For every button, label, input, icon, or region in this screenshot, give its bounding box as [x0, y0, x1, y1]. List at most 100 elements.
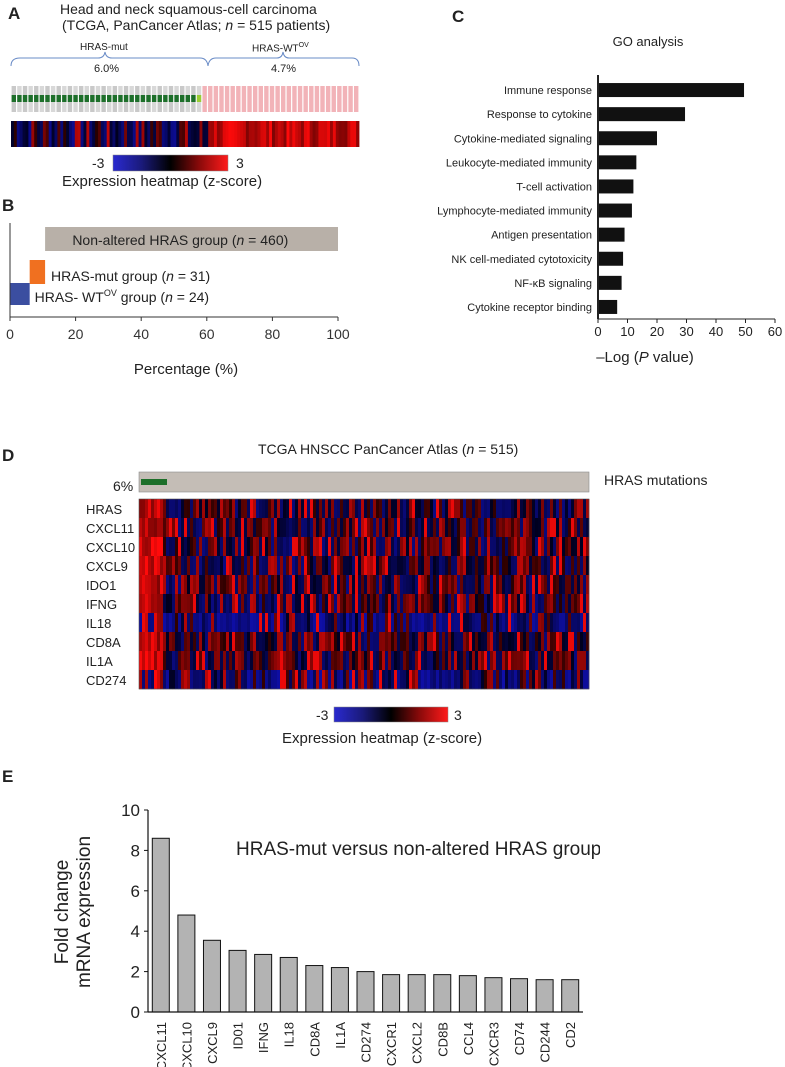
x-tick-label: 80	[265, 326, 281, 342]
heatmap-cell	[547, 613, 551, 633]
heatmap-cell	[418, 575, 422, 595]
heatmap-cell	[568, 537, 572, 557]
heatmap-cell	[193, 651, 197, 671]
heatmap-cell	[268, 670, 272, 690]
bar-2	[29, 260, 46, 284]
heatmap-cell	[220, 499, 224, 519]
heatmap-cell	[451, 632, 455, 652]
heatmap-cell	[520, 613, 524, 633]
heatmap-cell	[550, 537, 554, 557]
heatmap-cell	[385, 613, 389, 633]
heatmap-cell	[229, 613, 233, 633]
heatmap-cell	[202, 499, 206, 519]
heatmap-cell	[529, 632, 533, 652]
heatmap-cell	[556, 651, 560, 671]
heatmap-cell	[466, 670, 470, 690]
heatmap-cell	[145, 613, 149, 633]
heatmap-cell	[250, 651, 254, 671]
heatmap-cell	[129, 121, 134, 147]
heatmap-cell	[583, 575, 587, 595]
heatmap-cell	[520, 575, 524, 595]
heatmap-cell	[325, 670, 329, 690]
heatmap-cell	[469, 518, 473, 538]
heatmap-cell	[244, 518, 248, 538]
heatmap-cell	[304, 575, 308, 595]
heatmap-cell	[220, 556, 224, 576]
heatmap-cell	[538, 594, 542, 614]
heatmap-cell	[190, 613, 194, 633]
oncoprint-mutation-mark	[196, 95, 202, 102]
heatmap-cell	[406, 613, 410, 633]
heatmap-cell	[493, 518, 497, 538]
heatmap-cell	[427, 518, 431, 538]
heatmap-cell	[193, 594, 197, 614]
heatmap-cell	[286, 651, 290, 671]
heatmap-cell	[253, 499, 257, 519]
heatmap-cell	[211, 556, 215, 576]
heatmap-cell	[199, 121, 203, 147]
heatmap-cell	[286, 499, 290, 519]
heatmap-cell	[541, 518, 545, 538]
panel-label-e: E	[2, 767, 14, 786]
heatmap-cell	[574, 556, 578, 576]
oncoprint-mutation-mark	[174, 95, 179, 102]
heatmap-cell	[514, 594, 518, 614]
heatmap-cell	[205, 518, 209, 538]
heatmap-cell	[148, 499, 152, 519]
heatmap-cell	[424, 632, 428, 652]
bar	[561, 979, 580, 1013]
heatmap-cell	[361, 575, 365, 595]
heatmap-cell	[385, 575, 389, 595]
heatmap-cell	[511, 651, 515, 671]
heatmap-cell	[403, 613, 407, 633]
heatmap-cell	[86, 121, 90, 147]
heatmap-cell	[364, 556, 368, 576]
heatmap-cell	[406, 499, 410, 519]
heatmap-cell	[283, 518, 287, 538]
heatmap-cell	[54, 121, 58, 147]
heatmap-cell	[313, 632, 317, 652]
heatmap-cell	[205, 499, 209, 519]
oncoprint-mutation-mark	[129, 95, 134, 102]
heatmap-cell	[469, 537, 473, 557]
heatmap-cell	[532, 651, 536, 671]
heatmap-cell	[199, 613, 203, 633]
heatmap-cell	[244, 537, 248, 557]
heatmap-cell	[319, 632, 323, 652]
heatmap-cell	[250, 613, 254, 633]
heatmap-cell	[193, 575, 197, 595]
category-label: Cytokine receptor binding	[467, 302, 592, 314]
heatmap-cell	[469, 613, 473, 633]
heatmap-cell	[391, 613, 395, 633]
heatmap-cell	[571, 670, 575, 690]
heatmap-cell	[74, 121, 79, 147]
heatmap-cell	[475, 670, 479, 690]
heatmap-cell	[469, 632, 473, 652]
heatmap-cell	[511, 613, 515, 633]
heatmap-cell	[343, 499, 347, 519]
heatmap-cell	[400, 670, 404, 690]
oncoprint-sample	[202, 86, 207, 112]
heatmap-cell	[448, 613, 452, 633]
heatmap-cell	[304, 537, 308, 557]
heatmap-cell	[547, 537, 551, 557]
heatmap-cell	[409, 518, 413, 538]
heatmap-cell	[202, 556, 206, 576]
heatmap-cell	[370, 670, 374, 690]
heatmap-cell	[358, 499, 362, 519]
heatmap-cell	[532, 499, 536, 519]
heatmap-cell	[316, 632, 320, 652]
heatmap-cell	[256, 632, 260, 652]
heatmap-cell	[373, 632, 377, 652]
heatmap-cell	[481, 670, 485, 690]
heatmap-cell	[385, 556, 389, 576]
oncoprint-mutation-mark	[163, 95, 168, 102]
heatmap-cell	[151, 651, 155, 671]
heatmap-cell	[487, 556, 491, 576]
heatmap-cell	[520, 518, 524, 538]
heatmap-cell	[472, 518, 476, 538]
heatmap-cell	[394, 556, 398, 576]
heatmap-cell	[274, 518, 278, 538]
heatmap-cell	[424, 575, 428, 595]
heatmap-cell	[352, 651, 356, 671]
